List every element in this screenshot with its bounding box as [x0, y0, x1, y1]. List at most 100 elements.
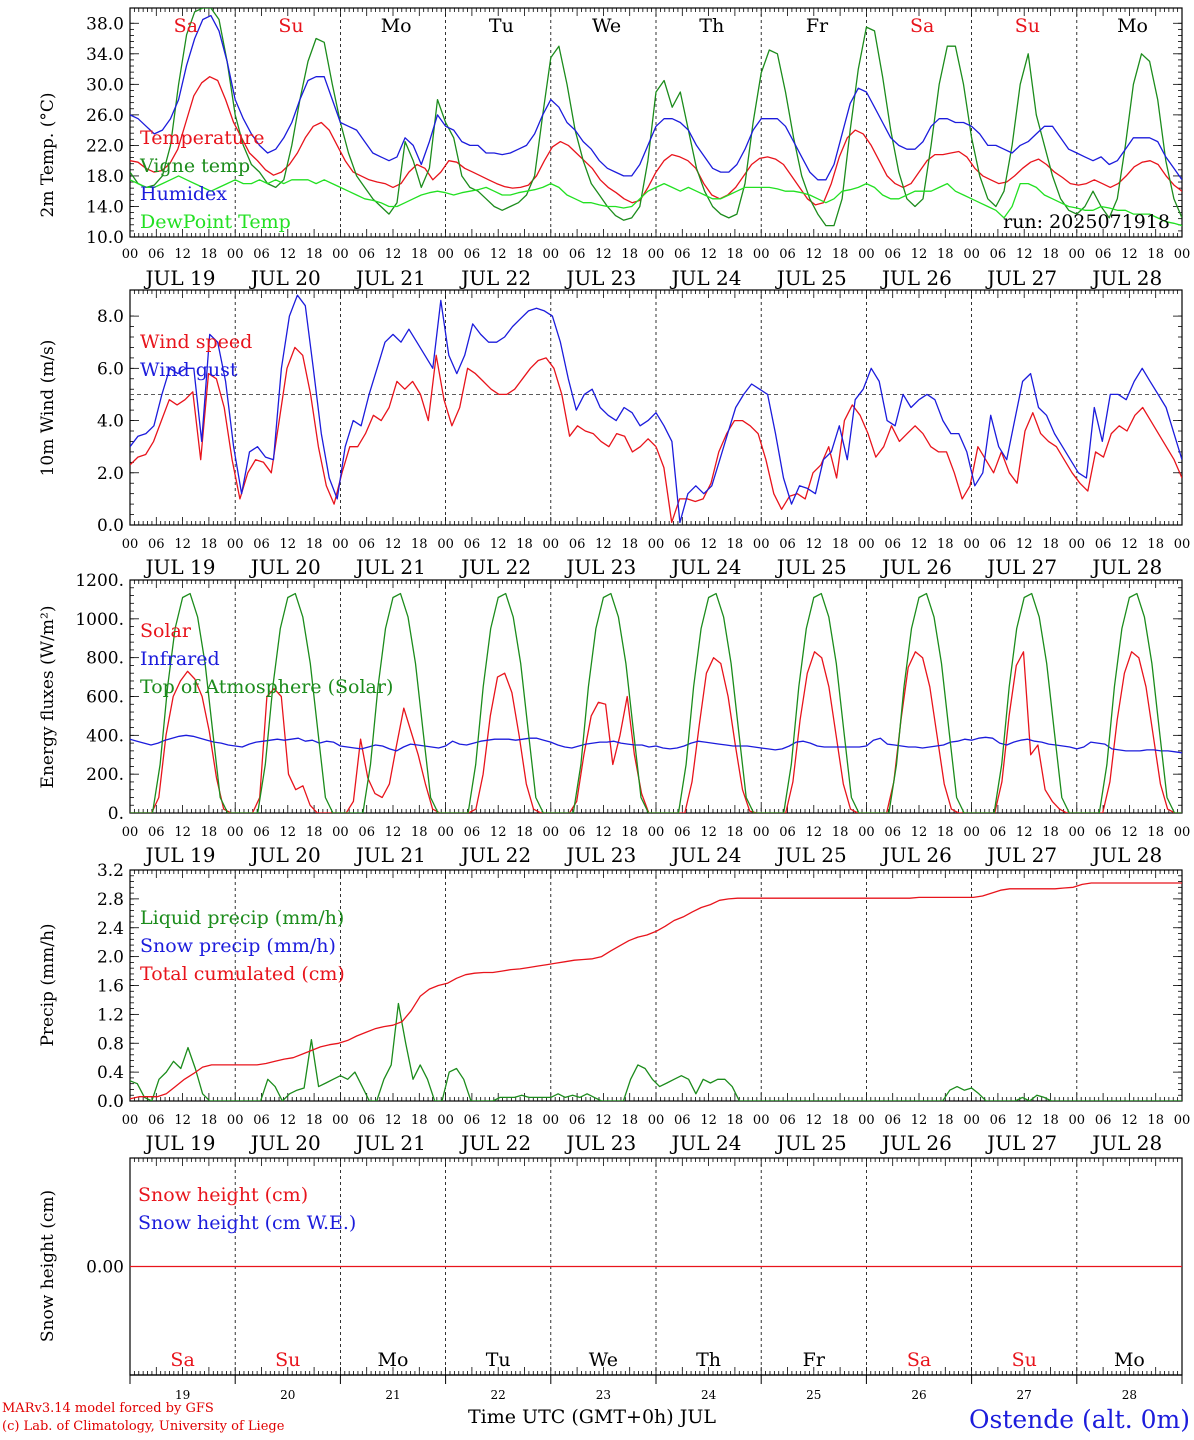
legend-entry: Top of Atmosphere (Solar) — [140, 676, 393, 698]
hour-tick-label: 06 — [148, 247, 165, 262]
hour-tick-label: 00 — [122, 825, 139, 840]
credit-line-2: (c) Lab. of Climatology, University of L… — [2, 1419, 285, 1434]
hour-tick-label: 00 — [648, 825, 665, 840]
y-tick-label: 2.0 — [97, 464, 124, 484]
y-tick-label: 1200. — [75, 571, 124, 591]
weekday-label-top: We — [592, 15, 621, 37]
date-label: JUL 21 — [354, 1131, 426, 1155]
y-axis-label: Snow height (cm) — [38, 1190, 58, 1342]
hour-tick-label: 06 — [464, 825, 481, 840]
hour-tick-label: 18 — [201, 1113, 218, 1128]
hour-tick-label: 12 — [1016, 825, 1033, 840]
legend-entry: DewPoint Temp — [140, 211, 291, 233]
date-label: JUL 19 — [144, 266, 216, 290]
y-axis-label: Precip (mm/h) — [38, 923, 58, 1046]
date-label: JUL 19 — [144, 843, 216, 867]
y-tick-label: 34.0 — [86, 45, 124, 65]
y-tick-label: 3.2 — [97, 861, 124, 881]
y-tick-label: 22.0 — [86, 136, 124, 156]
hour-tick-label: 00 — [437, 825, 454, 840]
date-label: JUL 22 — [459, 555, 531, 579]
hour-tick-label: 00 — [1174, 1113, 1191, 1128]
series-line-liquid-precip-mm-h- — [130, 1002, 1182, 1101]
hour-tick-label: 12 — [1016, 247, 1033, 262]
y-tick-label: 6.0 — [97, 359, 124, 379]
hour-tick-label: 06 — [1095, 1113, 1112, 1128]
hour-tick-label: 12 — [1121, 247, 1138, 262]
date-label: JUL 25 — [775, 555, 847, 579]
date-label: JUL 26 — [880, 1131, 952, 1155]
hour-tick-label: 18 — [306, 1113, 323, 1128]
weekday-label-bottom: Fr — [803, 1349, 826, 1371]
date-label: JUL 23 — [564, 843, 636, 867]
legend-entry: Liquid precip (mm/h) — [140, 907, 344, 929]
hour-tick-label: 06 — [674, 247, 691, 262]
hour-tick-label: 06 — [358, 537, 375, 552]
series-line-vigne-temp — [130, 8, 1182, 227]
hour-tick-label: 12 — [280, 537, 297, 552]
legend-entry: Snow height (cm W.E.) — [138, 1212, 356, 1234]
date-label: JUL 21 — [354, 555, 426, 579]
weekday-label-top: Mo — [381, 15, 412, 37]
hour-tick-label: 12 — [385, 537, 402, 552]
weekday-label-top: Tu — [489, 15, 514, 37]
y-tick-label: 0. — [108, 804, 124, 824]
hour-tick-label: 18 — [727, 1113, 744, 1128]
legend-entry: Wind speed — [140, 331, 252, 353]
hour-tick-label: 06 — [884, 1113, 901, 1128]
hour-tick-label: 00 — [1069, 825, 1086, 840]
weekday-label-top: Mo — [1117, 15, 1148, 37]
hour-tick-label: 00 — [227, 825, 244, 840]
y-tick-label: 0.0 — [97, 516, 124, 536]
date-label: JUL 20 — [249, 266, 321, 290]
hour-tick-label: 12 — [595, 825, 612, 840]
credit-line-1: MARv3.14 model forced by GFS — [2, 1401, 214, 1416]
hour-tick-label: 00 — [963, 537, 980, 552]
date-label: JUL 27 — [985, 1131, 1057, 1155]
hour-tick-label: 18 — [937, 247, 954, 262]
day-number-label: 23 — [596, 1388, 611, 1402]
date-label: JUL 28 — [1090, 266, 1162, 290]
hour-tick-label: 12 — [806, 537, 823, 552]
date-label: JUL 22 — [459, 266, 531, 290]
hour-tick-label: 18 — [411, 247, 428, 262]
y-tick-label: 8.0 — [97, 307, 124, 327]
weekday-label-bottom: Mo — [1114, 1349, 1145, 1371]
hour-tick-label: 00 — [543, 825, 560, 840]
y-tick-label: 4.0 — [97, 412, 124, 432]
date-label: JUL 25 — [775, 266, 847, 290]
legend-entry: Infrared — [140, 648, 220, 670]
day-number-label: 24 — [701, 1388, 717, 1402]
weekday-label-top: Fr — [806, 15, 829, 37]
hour-tick-label: 06 — [253, 1113, 270, 1128]
hour-tick-label: 06 — [569, 825, 586, 840]
hour-tick-label: 18 — [516, 247, 533, 262]
hour-tick-label: 12 — [911, 247, 928, 262]
hour-tick-label: 18 — [727, 247, 744, 262]
hour-tick-label: 06 — [1095, 825, 1112, 840]
hour-tick-label: 00 — [122, 537, 139, 552]
hour-tick-label: 18 — [1042, 247, 1059, 262]
y-axis-label: 10m Wind (m/s) — [38, 340, 58, 477]
hour-tick-label: 18 — [1147, 537, 1164, 552]
hour-tick-label: 00 — [332, 247, 349, 262]
hour-tick-label: 18 — [516, 825, 533, 840]
hour-tick-label: 00 — [858, 1113, 875, 1128]
hour-tick-label: 18 — [832, 247, 849, 262]
date-label: JUL 24 — [670, 266, 742, 290]
date-label: JUL 28 — [1090, 1131, 1162, 1155]
hour-tick-label: 12 — [1121, 1113, 1138, 1128]
hour-tick-label: 00 — [227, 537, 244, 552]
weekday-label-top: Sa — [174, 15, 198, 37]
hour-tick-label: 06 — [464, 537, 481, 552]
hour-tick-label: 12 — [1016, 537, 1033, 552]
hour-tick-label: 18 — [937, 825, 954, 840]
date-label: JUL 22 — [459, 843, 531, 867]
hour-tick-label: 00 — [963, 1113, 980, 1128]
hour-tick-label: 06 — [358, 1113, 375, 1128]
hour-tick-label: 00 — [543, 247, 560, 262]
hour-tick-label: 06 — [884, 247, 901, 262]
hour-tick-label: 00 — [332, 1113, 349, 1128]
hour-tick-label: 18 — [411, 1113, 428, 1128]
hour-tick-label: 12 — [490, 825, 507, 840]
